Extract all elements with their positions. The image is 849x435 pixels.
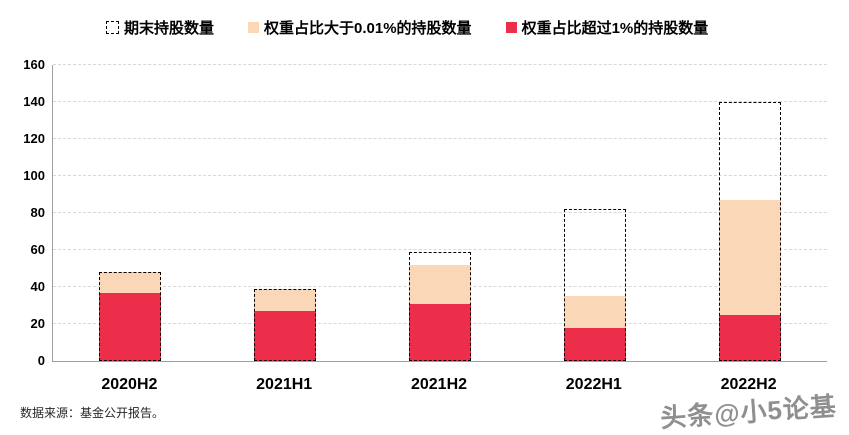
legend-label: 权重占比大于0.01%的持股数量 [264, 20, 472, 37]
bar-segment-weight-gt-1pct [99, 292, 162, 361]
y-axis-tick-label: 100 [23, 168, 45, 183]
legend-label: 期末持股数量 [124, 20, 215, 37]
legend-label: 权重占比超过1%的持股数量 [521, 20, 709, 37]
bar-total-holdings-outline [99, 272, 162, 361]
chart-legend: 期末持股数量 权重占比大于0.01%的持股数量 权重占比超过1%的持股数量 [106, 17, 708, 38]
x-axis-category-label: 2021H1 [256, 376, 313, 393]
y-axis-tick-label: 20 [30, 316, 45, 331]
gridline [53, 175, 827, 176]
bar-segment-weight-gt-1pct [563, 327, 626, 361]
dashed-outline-swatch-icon [106, 21, 119, 34]
red-swatch-icon [505, 22, 517, 33]
gridline [53, 101, 827, 102]
plot-area [52, 64, 827, 362]
legend-item-gt1pct: 权重占比超过1%的持股数量 [505, 17, 709, 38]
legend-item-gt001pct: 权重占比大于0.01%的持股数量 [248, 17, 472, 38]
peach-swatch-icon [248, 22, 260, 33]
y-axis-tick-label: 0 [37, 353, 45, 368]
x-axis-category-label: 2022H1 [565, 376, 622, 393]
x-axis-category-label: 2020H2 [101, 376, 158, 393]
y-axis-tick-label: 40 [30, 279, 45, 294]
bar-segment-weight-gt-1pct [718, 314, 781, 361]
y-axis-tick-label: 140 [23, 94, 45, 109]
bar-segment-weight-gt-1pct [409, 303, 471, 361]
y-axis-tick-label: 120 [23, 131, 45, 146]
bar-segment-weight-gt-1pct [254, 311, 317, 361]
bar-total-holdings-outline [254, 288, 317, 361]
data-source-note: 数据来源：基金公开报告。 [20, 406, 165, 420]
gridline [53, 249, 827, 250]
x-axis-category-label: 2021H2 [410, 376, 468, 393]
gridline [53, 138, 827, 139]
bar-total-holdings-outline [409, 251, 471, 361]
gridline [53, 212, 827, 213]
legend-item-total: 期末持股数量 [106, 17, 214, 38]
bar-total-holdings-outline [718, 102, 781, 361]
y-axis-tick-label: 80 [30, 205, 45, 220]
bar-total-holdings-outline [563, 209, 626, 361]
y-axis-tick-label: 60 [30, 242, 45, 257]
x-axis-category-label: 2022H2 [720, 376, 777, 393]
y-axis-tick-label: 160 [23, 57, 45, 72]
gridline [53, 64, 827, 65]
